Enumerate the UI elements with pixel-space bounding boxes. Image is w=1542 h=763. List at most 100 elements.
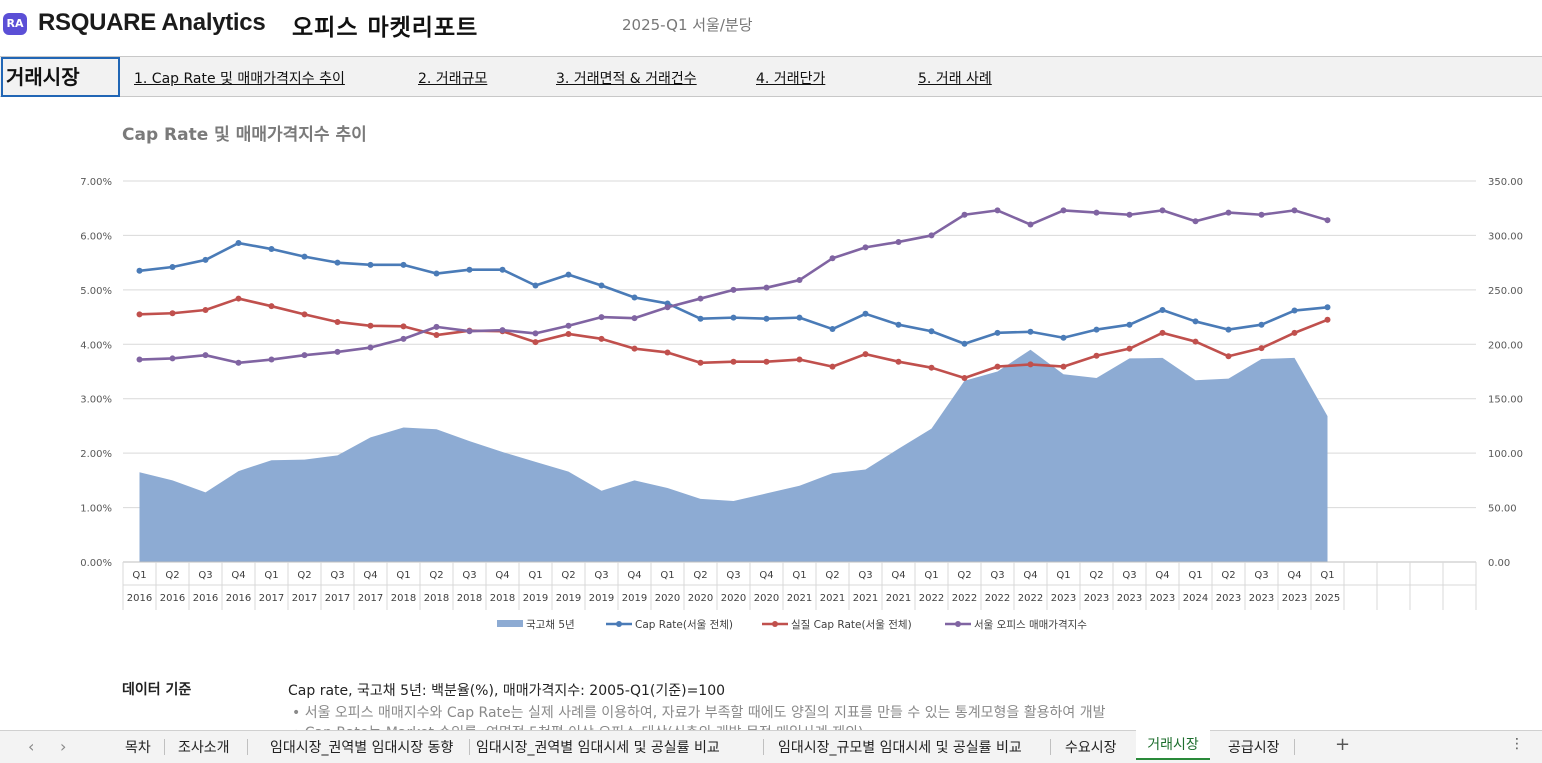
data-point [169,310,176,317]
data-point [1093,352,1100,359]
data-point [730,358,737,365]
sheet-tab-bar: ‹ › 목차 조사소개 임대시장_권역별 임대시장 동향 임대시장_권역별 임대… [0,730,1542,763]
x-tick-label-year: 2022 [919,593,944,604]
x-tick-label-year: 2020 [754,593,779,604]
x-tick-label-year: 2023 [1150,593,1175,604]
x-tick-label-quarter: Q2 [1221,570,1235,581]
x-tick-label-quarter: Q4 [1023,570,1037,581]
sheet-tab-lease-size-compare[interactable]: 임대시장_규모별 임대시세 및 공실률 비교 [778,740,1022,756]
x-tick-label-quarter: Q3 [858,570,872,581]
sheet-tab-transaction-active[interactable]: 거래시장 [1136,730,1210,760]
data-point [202,256,209,263]
x-tick-label-year: 2018 [457,593,482,604]
data-point [1192,338,1199,345]
nav-link-transaction-area[interactable]: 3. 거래면적 & 거래건수 [556,71,697,87]
tab-scroll-left-icon[interactable]: ‹ [28,737,35,756]
data-point [994,329,1001,336]
x-tick-label-year: 2021 [853,593,878,604]
cap-rate-price-index-chart: 0.00% 1.00% 2.00% 3.00% 4.00% 5.00% 6.00% 7.00%… [80,177,1523,631]
y-right-tick-label: 100.00 [1488,449,1523,460]
y-left-tick-label: 2.00% [80,449,112,460]
x-tick-label-year: 2023 [1282,593,1307,604]
x-tick-label-year: 2022 [985,593,1010,604]
data-point [763,315,770,322]
data-point [763,284,770,291]
data-point [1093,326,1100,333]
data-point [1291,207,1298,214]
tab-divider [1050,739,1051,755]
data-point [1060,207,1067,214]
x-tick-label-year: 2016 [127,593,152,604]
data-point [664,349,671,356]
data-point [301,253,308,260]
tab-divider [247,739,248,755]
x-tick-label-quarter: Q2 [561,570,575,581]
add-sheet-icon[interactable]: + [1335,734,1351,755]
nav-link-transaction-cases[interactable]: 5. 거래 사례 [918,71,992,87]
legend-label: 서울 오피스 매매가격지수 [974,618,1087,631]
data-point [532,282,539,289]
sheet-tab-lease-region-compare[interactable]: 임대시장_권역별 임대시세 및 공실률 비교 [476,740,720,756]
legend-marker [955,621,961,627]
data-point [994,207,1001,214]
data-point [466,266,473,273]
sheet-tab-survey-intro[interactable]: 조사소개 [178,740,230,756]
sheet-tab-demand[interactable]: 수요시장 [1065,740,1117,756]
x-tick-label-quarter: Q3 [462,570,476,581]
y-left-tick-label: 4.00% [80,340,112,351]
y-right-tick-label: 300.00 [1488,231,1523,242]
x-tick-label-year: 2023 [1084,593,1109,604]
data-point [565,322,572,329]
x-tick-label-year: 2023 [1051,593,1076,604]
x-tick-label-quarter: Q1 [660,570,674,581]
x-tick-label-quarter: Q1 [528,570,542,581]
sheet-tab-lease-trends[interactable]: 임대시장_권역별 임대시장 동향 [270,740,454,756]
legend-label: 실질 Cap Rate(서울 전체) [791,619,912,631]
data-point [334,259,341,266]
x-tick-label-quarter: Q3 [198,570,212,581]
data-point [400,335,407,342]
data-point [829,326,836,333]
y-left-tick-label: 5.00% [80,286,112,297]
data-point [664,304,671,311]
data-point [235,359,242,366]
nav-link-transaction-volume[interactable]: 2. 거래규모 [418,71,488,87]
x-tick-label-quarter: Q1 [132,570,146,581]
data-point [532,330,539,337]
tab-scroll-right-icon[interactable]: › [60,737,67,756]
data-point [961,375,968,382]
data-point [1324,217,1331,224]
nav-link-unit-price[interactable]: 4. 거래단가 [756,71,826,87]
y-left-tick-label: 7.00% [80,177,112,188]
data-point [796,356,803,363]
x-tick-label-quarter: Q4 [627,570,641,581]
data-point [631,345,638,352]
x-tick-label-quarter: Q3 [990,570,1004,581]
data-point [400,261,407,268]
y-right-tick-label: 150.00 [1488,395,1523,406]
data-point [961,211,968,218]
x-tick-label-year: 2020 [655,593,680,604]
data-point [1258,345,1265,352]
sheet-tab-toc[interactable]: 목차 [125,740,151,756]
data-point [235,295,242,302]
data-point [565,330,572,337]
x-tick-label-year: 2016 [226,593,251,604]
data-point [334,318,341,325]
x-tick-label-quarter: Q2 [825,570,839,581]
sheet-tab-supply[interactable]: 공급시장 [1228,740,1280,756]
x-tick-label-quarter: Q4 [1155,570,1169,581]
data-point [202,352,209,359]
more-options-icon[interactable]: ⋮ [1510,736,1524,752]
data-point [994,363,1001,370]
x-tick-label-year: 2017 [325,593,350,604]
current-section-cell[interactable]: 거래시장 [1,57,120,97]
x-tick-label-quarter: Q1 [1188,570,1202,581]
y-left-tick-label: 0.00% [80,558,112,569]
x-tick-label-quarter: Q1 [1320,570,1334,581]
tab-divider [469,739,470,755]
nav-link-cap-rate[interactable]: 1. Cap Rate 및 매매가격지수 추이 [134,71,345,87]
x-tick-label-quarter: Q2 [957,570,971,581]
data-point [1126,321,1133,328]
report-period: 2025-Q1 서울/분당 [622,16,753,34]
